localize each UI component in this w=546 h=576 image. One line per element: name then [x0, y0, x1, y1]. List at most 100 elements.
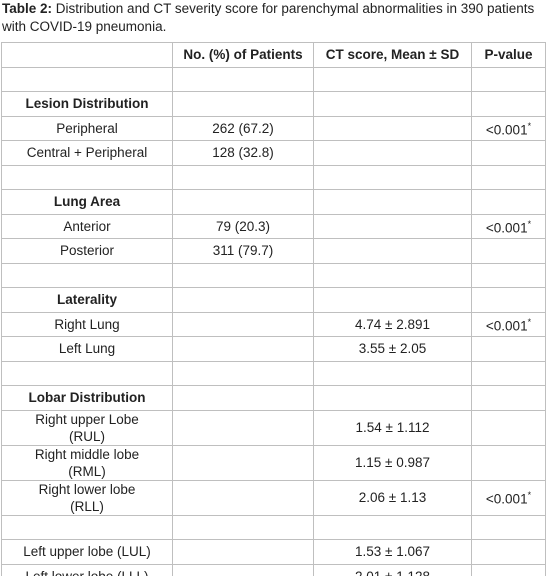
header-cell: P-value: [471, 42, 546, 68]
cell: [1, 514, 173, 540]
row-label: Left lower lobe (LLL): [1, 563, 173, 576]
cell: [471, 287, 546, 313]
ct-value: 2.01 ± 1.128: [355, 569, 430, 576]
row-label-text: Right upper Lobe (RUL): [35, 411, 139, 444]
data-row: Right Lung 4.74 ± 2.891 <0.001*: [1, 311, 546, 337]
patients-cell: [172, 409, 314, 446]
cell: [313, 385, 472, 411]
cell: [172, 262, 314, 288]
patients-value: 79 (20.3): [215, 218, 271, 234]
patients-cell: [172, 444, 314, 481]
patients-value: 311 (79.7): [212, 243, 274, 259]
blank-row: [1, 514, 546, 540]
blank-row: [1, 262, 546, 288]
patients-cell: [172, 311, 314, 337]
cell: [471, 385, 546, 411]
data-row: Central + Peripheral 128 (32.8): [1, 140, 546, 166]
p-value: <0.001: [485, 318, 528, 334]
blank-row: [1, 360, 546, 386]
data-row: Right middle lobe (RML) 1.15 ± 0.987: [1, 444, 546, 481]
cell: [471, 164, 546, 190]
row-label-text: Posterior: [59, 243, 115, 259]
section-title: Laterality: [1, 287, 173, 313]
p-cell: [471, 140, 546, 166]
ct-cell: [313, 140, 472, 166]
cell: [313, 287, 472, 313]
cell: [471, 262, 546, 288]
patients-cell: 311 (79.7): [172, 238, 314, 264]
cell: [172, 189, 314, 215]
blank-row: [1, 164, 546, 190]
cell: [313, 189, 472, 215]
ct-cell: [313, 115, 472, 141]
cell: [313, 514, 472, 540]
cell: [471, 189, 546, 215]
data-row: Left upper lobe (LUL) 1.53 ± 1.067: [1, 539, 546, 565]
cell: [313, 262, 472, 288]
row-label: Peripheral: [1, 115, 173, 141]
row-label: Right lower lobe (RLL): [1, 479, 173, 516]
row-label: Right Lung: [1, 311, 173, 337]
p-cell: <0.001*: [471, 311, 546, 337]
p-note: *: [527, 219, 532, 229]
ct-value: 1.53 ± 1.067: [355, 544, 430, 560]
patients-cell: 128 (32.8): [172, 140, 314, 166]
ct-cell: 4.74 ± 2.891: [313, 311, 472, 337]
data-row: Left lower lobe (LLL) 2.01 ± 1.128: [1, 563, 546, 576]
row-label-text: Right middle lobe (RML): [34, 446, 140, 479]
ct-value: 3.55 ± 2.05: [358, 341, 427, 357]
p-cell: [471, 238, 546, 264]
row-label-text: Central + Peripheral: [26, 145, 148, 161]
ct-cell: 1.15 ± 0.987: [313, 444, 472, 481]
p-value: <0.001: [485, 122, 528, 138]
header-cell: No. (%) of Patients: [172, 42, 314, 68]
cell: [313, 360, 472, 386]
ct-value: 2.06 ± 1.13: [358, 490, 427, 505]
ct-cell: 2.06 ± 1.13: [313, 479, 472, 516]
row-label: Central + Peripheral: [1, 140, 173, 166]
ct-value: 1.15 ± 0.987: [355, 455, 430, 470]
patients-cell: 262 (67.2): [172, 115, 314, 141]
caption: Table 2: Distribution and CT severity sc…: [0, 0, 546, 42]
row-label-text: Anterior: [63, 218, 111, 234]
row-label-text: Left lower lobe (LLL): [25, 568, 148, 576]
data-row: Peripheral 262 (67.2) <0.001*: [1, 115, 546, 141]
section-title: Lung Area: [1, 189, 173, 215]
row-label: Right middle lobe (RML): [1, 444, 173, 481]
cell: [313, 91, 472, 117]
p-cell: [471, 336, 546, 362]
ct-value: 4.74 ± 2.891: [355, 316, 430, 332]
header-cell: CT score, Mean ± SD: [313, 42, 472, 68]
p-cell: [471, 563, 546, 576]
patients-cell: [172, 336, 314, 362]
row-label: Anterior: [1, 213, 173, 239]
section-title: Lesion Distribution: [1, 91, 173, 117]
caption-text: Distribution and CT severity score for p…: [2, 1, 535, 34]
section-row: Lesion Distribution: [1, 91, 546, 117]
cell: [172, 66, 314, 92]
p-cell: [471, 539, 546, 565]
cell: [172, 385, 314, 411]
p-value: <0.001: [485, 491, 528, 507]
row-label-text: Left upper lobe (LUL): [23, 544, 151, 560]
p-value: <0.001: [485, 220, 528, 236]
header-row: No. (%) of Patients CT score, Mean ± SD P-…: [1, 42, 546, 68]
cell: [471, 91, 546, 117]
p-cell: <0.001*: [471, 115, 546, 141]
cell: [471, 514, 546, 540]
section-row: Lobar Distribution: [1, 385, 546, 411]
cell: [172, 360, 314, 386]
data-table: No. (%) of Patients CT score, Mean ± SD P-…: [1, 42, 546, 576]
p-cell: [471, 444, 546, 481]
table-body: No. (%) of Patients CT score, Mean ± SD P-…: [1, 42, 546, 576]
row-label-text: Peripheral: [56, 120, 118, 136]
patients-cell: [172, 479, 314, 516]
p-note: *: [527, 317, 532, 327]
row-label-text: Left Lung: [58, 341, 116, 357]
blank-row: [1, 66, 546, 92]
cell: [471, 66, 546, 92]
cell: [172, 164, 314, 190]
p-cell: <0.001*: [471, 479, 546, 516]
p-cell: [471, 409, 546, 446]
